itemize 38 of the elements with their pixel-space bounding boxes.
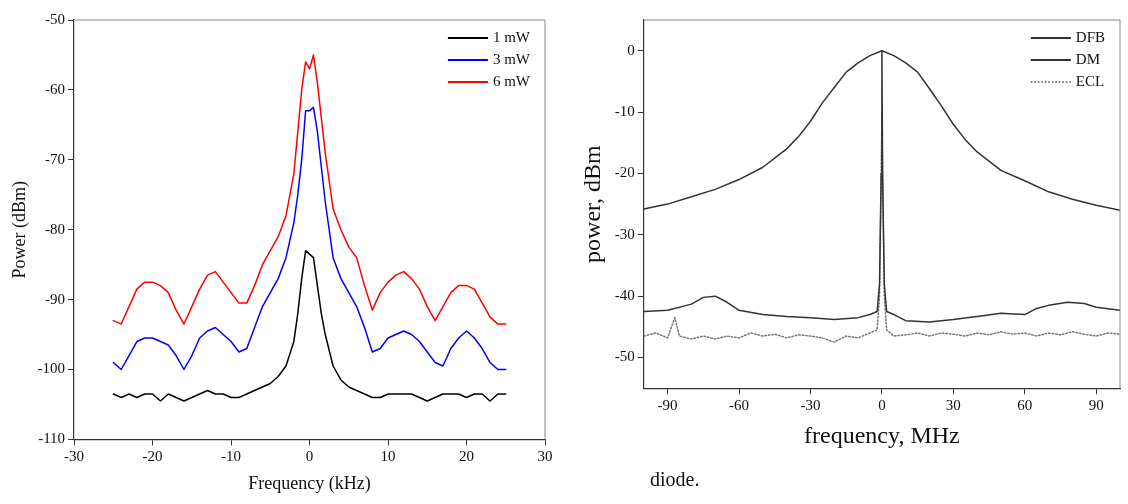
y-tick-label: -20 bbox=[614, 164, 635, 181]
text: diode. bbox=[650, 468, 700, 491]
y-tick-label: -80 bbox=[45, 220, 66, 237]
x-tick-label: -30 bbox=[64, 448, 85, 465]
y-tick-label: -60 bbox=[45, 80, 66, 97]
y-tick-label: -10 bbox=[614, 102, 635, 119]
x-tick-label: 10 bbox=[380, 448, 396, 465]
legend-label: DM bbox=[1075, 50, 1100, 67]
y-tick-label: -100 bbox=[37, 360, 66, 377]
x-tick-label: 60 bbox=[1017, 397, 1033, 414]
x-tick-label: 90 bbox=[1088, 397, 1104, 414]
x-tick-label: -90 bbox=[657, 397, 678, 414]
x-tick-label: -20 bbox=[142, 448, 163, 465]
x-tick-label: -30 bbox=[800, 397, 821, 414]
x-tick-label: 30 bbox=[537, 448, 553, 465]
x-tick-label: 20 bbox=[459, 448, 475, 465]
y-tick-label: 0 bbox=[627, 41, 635, 58]
x-axis-title: frequency, MHz bbox=[804, 421, 960, 448]
legend-label: 3 mW bbox=[492, 50, 531, 67]
x-tick-label: 0 bbox=[878, 397, 886, 414]
x-tick-label: 0 bbox=[305, 448, 314, 465]
x-tick-label: 30 bbox=[945, 397, 961, 414]
y-tick-label: -40 bbox=[614, 287, 635, 304]
y-axis-title: power, dBm bbox=[578, 144, 605, 263]
y-tick-label: -30 bbox=[614, 225, 635, 242]
x-tick-label: -60 bbox=[729, 397, 750, 414]
y-tick-label: -90 bbox=[45, 290, 66, 307]
y-tick-label: -50 bbox=[614, 348, 635, 365]
legend-label: ECL bbox=[1075, 72, 1105, 89]
y-axis-title: Power (dBm) bbox=[8, 180, 30, 279]
y-tick-label: -50 bbox=[45, 10, 66, 27]
legend-label: 1 mW bbox=[492, 28, 531, 45]
y-tick-label: -70 bbox=[45, 150, 66, 167]
legend-label: 6 mW bbox=[492, 72, 531, 89]
x-tick-label: -10 bbox=[221, 448, 242, 465]
y-tick-label: -110 bbox=[38, 430, 66, 447]
legend-label: DFB bbox=[1075, 28, 1106, 45]
x-axis-title: Frequency (kHz) bbox=[248, 472, 371, 494]
